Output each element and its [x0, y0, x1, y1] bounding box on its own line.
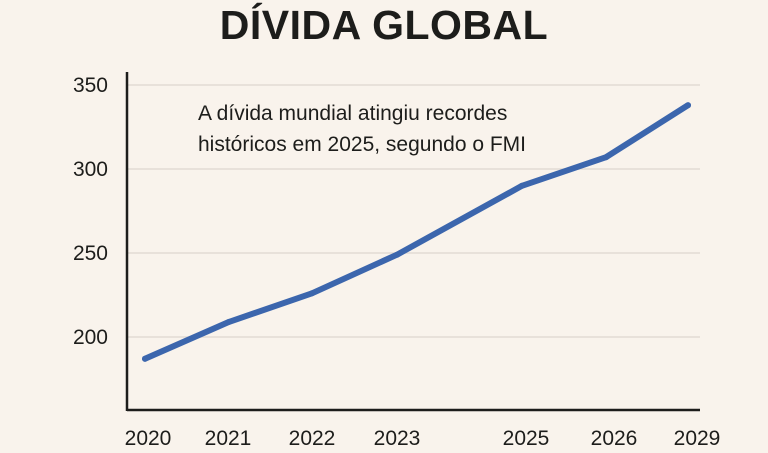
x-tick-label: 2023 — [374, 427, 421, 450]
data-point-2025 — [519, 182, 525, 189]
y-tick-label: 350 — [73, 74, 108, 97]
y-tick-label: 250 — [73, 242, 108, 265]
annotation-line-1: A dívida mundial atingiu recordes — [198, 102, 507, 125]
y-tick-label: 300 — [73, 158, 108, 181]
data-point-2021 — [226, 318, 232, 325]
annotation-line-2: históricos em 2025, segundo o FMI — [198, 133, 526, 156]
x-tick-label: 2025 — [503, 427, 550, 450]
x-tick-label: 2020 — [125, 427, 172, 450]
series-group — [142, 102, 691, 362]
y-tick-label: 200 — [73, 326, 108, 349]
data-point-2022 — [309, 290, 315, 297]
x-axis-ticks: 2020 2021 2022 2023 2025 2026 2029 — [125, 427, 721, 450]
data-point-2020 — [142, 355, 148, 362]
data-point-2023 — [394, 251, 400, 258]
data-point-2026 — [603, 154, 609, 161]
x-tick-label: 2022 — [289, 427, 336, 450]
chart-title: DÍVIDA GLOBAL — [219, 2, 549, 48]
x-tick-label: 2029 — [674, 427, 721, 450]
gridlines — [128, 84, 700, 338]
x-tick-label: 2021 — [205, 427, 252, 450]
data-point-2029 — [685, 102, 691, 109]
y-axis-ticks: 200 250 300 350 — [73, 74, 108, 349]
x-tick-label: 2026 — [591, 427, 638, 450]
